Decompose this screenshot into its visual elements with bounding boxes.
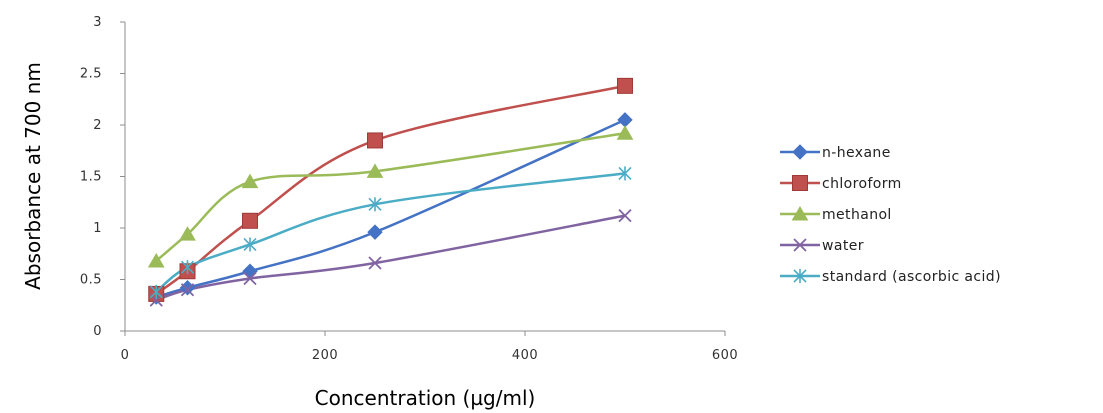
y-tick-label: 3 <box>93 15 102 30</box>
y-tick-label: 2 <box>93 118 102 133</box>
y-axis-title: Absorbance at 700 nm <box>21 62 45 290</box>
legend-item-chloroform: chloroform <box>780 175 902 192</box>
data-point-n-hexane <box>617 112 633 128</box>
legend-item-water: water <box>780 238 864 254</box>
series-lines <box>155 84 626 302</box>
data-point-chloroform <box>242 212 258 229</box>
marker-stroke <box>243 271 257 286</box>
legend-marker <box>793 269 807 283</box>
y-tick-label: 2.5 <box>80 67 102 82</box>
series-markers <box>147 77 634 307</box>
data-point-methanol <box>241 173 259 189</box>
series-line-standard-ascorbic-acid <box>155 172 626 293</box>
legend-label: standard (ascorbic acid) <box>822 269 1001 285</box>
series-line-water <box>155 214 626 302</box>
data-point-n-hexane <box>367 224 383 240</box>
x-tick-label: 200 <box>312 348 338 363</box>
x-axis-title: Concentration (µg/ml) <box>315 386 536 410</box>
legend-marker <box>791 205 809 221</box>
legend-marker <box>792 175 808 191</box>
x-tick-label: 0 <box>121 348 130 363</box>
legend-marker <box>793 238 807 252</box>
data-point-water <box>180 283 195 297</box>
tick-labels: 0 0.5 1 1.5 2 2.5 3 0 200 400 600 <box>80 15 738 363</box>
series-line-chloroform <box>155 84 626 295</box>
data-point-water <box>243 271 257 286</box>
x-tick-label: 600 <box>712 348 738 363</box>
data-point-standard-ascorbic-acid <box>618 166 632 181</box>
y-tick-label: 1 <box>93 221 102 236</box>
data-point-water <box>368 256 382 270</box>
legend-label: n-hexane <box>822 145 891 161</box>
legend-label: water <box>822 238 864 254</box>
legend-item-n-hexane: n-hexane <box>780 144 891 161</box>
y-tick-label: 1.5 <box>80 170 102 185</box>
legend-label: chloroform <box>822 176 902 192</box>
series-line-n-hexane <box>155 118 626 299</box>
data-point-methanol <box>147 252 165 268</box>
legend-label: methanol <box>822 207 892 223</box>
data-point-chloroform <box>617 77 633 94</box>
data-point-standard-ascorbic-acid <box>368 197 382 212</box>
marker-stroke <box>618 209 632 223</box>
y-tick-label: 0 <box>93 324 102 339</box>
data-point-n-hexane <box>242 263 258 279</box>
data-point-methanol <box>616 125 634 140</box>
data-point-n-hexane <box>179 280 196 296</box>
legend-item-standard-ascorbic-acid: standard (ascorbic acid) <box>780 269 1001 285</box>
x-tick-label: 400 <box>512 348 538 363</box>
marker-stroke <box>180 283 195 297</box>
data-point-chloroform <box>367 132 383 149</box>
data-point-methanol <box>179 226 196 241</box>
data-point-water <box>618 209 632 223</box>
marker-stroke <box>793 238 807 252</box>
data-point-standard-ascorbic-acid <box>243 237 257 252</box>
marker-stroke <box>368 256 382 270</box>
y-tick-label: 0.5 <box>80 273 102 288</box>
data-point-standard-ascorbic-acid <box>149 284 163 299</box>
legend: n-hexane chloroform methanol water standard … <box>780 144 1001 285</box>
data-point-methanol <box>366 163 384 178</box>
axes <box>120 21 726 336</box>
legend-item-methanol: methanol <box>780 205 892 223</box>
legend-marker <box>792 144 808 160</box>
data-point-standard-ascorbic-acid <box>180 260 195 275</box>
